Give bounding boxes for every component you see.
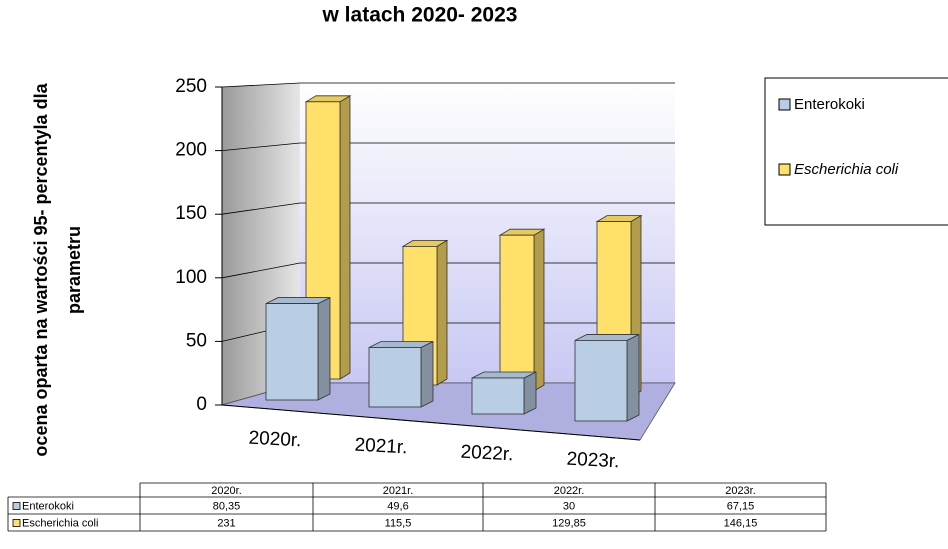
bar-top: [265, 297, 331, 304]
table-header: 2023r.: [725, 485, 756, 497]
y-tick-label: 250: [175, 76, 207, 97]
y-tick-label: 50: [186, 330, 207, 351]
y-tick-label: 150: [175, 203, 207, 224]
bar: [265, 303, 319, 401]
bar-top: [471, 371, 537, 379]
table-swatch: [12, 519, 21, 527]
x-tick-label: 2022r.: [460, 442, 514, 466]
table-cell: 80,35: [213, 500, 241, 512]
grid-line: [221, 262, 675, 279]
table-cell: 231: [217, 517, 235, 529]
legend: [764, 77, 948, 226]
table-row-label: Enterokoki: [22, 500, 74, 512]
legend-swatch: [778, 163, 791, 176]
bar: [368, 347, 422, 408]
y-tick-label: 200: [175, 140, 207, 161]
y-tick-label: 100: [175, 267, 207, 288]
table-cell: 30: [563, 500, 575, 512]
x-tick-label: 2023r.: [566, 449, 620, 473]
legend-label: Enterokoki: [794, 96, 865, 113]
x-axis: [221, 404, 641, 441]
legend-label: Escherichia coli: [794, 161, 899, 178]
table-header: 2021r.: [383, 485, 414, 497]
bar-side: [420, 340, 434, 408]
y-axis-title-line: parametru: [64, 226, 84, 314]
table-row-label: Escherichia coli: [22, 517, 98, 529]
table-cell: 67,15: [727, 500, 755, 512]
bar: [499, 234, 535, 392]
bar-side: [523, 371, 537, 415]
y-axis-title: ocena oparta na wartości 95- percentyla …: [31, 82, 84, 456]
table-cell: 49,6: [387, 500, 408, 512]
bar: [471, 377, 525, 415]
bar-side: [533, 228, 545, 392]
table-cell: 115,5: [385, 517, 412, 529]
bar-top: [574, 334, 640, 341]
bar-side: [436, 239, 448, 386]
x-tick-label: 2021r.: [354, 435, 408, 459]
grid-line: [221, 202, 675, 215]
table-cell: 129,85: [552, 517, 586, 529]
chart-title: w latach 2020- 2023: [322, 4, 518, 27]
bar-side: [339, 95, 351, 380]
bar-top: [368, 341, 434, 348]
grid-line: [221, 142, 675, 151]
legend-swatch: [778, 98, 791, 111]
grid-line: [221, 82, 675, 88]
y-axis-title-line: ocena oparta na wartości 95- percentyla …: [31, 82, 51, 456]
table-swatch: [12, 502, 21, 510]
y-tick-label: 0: [196, 394, 207, 415]
table-header: 2022r.: [554, 485, 585, 497]
bar-side: [317, 296, 331, 401]
bar: [574, 340, 628, 422]
bar-side: [626, 333, 640, 422]
x-tick-label: 2020r.: [248, 428, 302, 452]
table-cell: 146,15: [724, 517, 758, 529]
table-header: 2020r.: [211, 485, 242, 497]
